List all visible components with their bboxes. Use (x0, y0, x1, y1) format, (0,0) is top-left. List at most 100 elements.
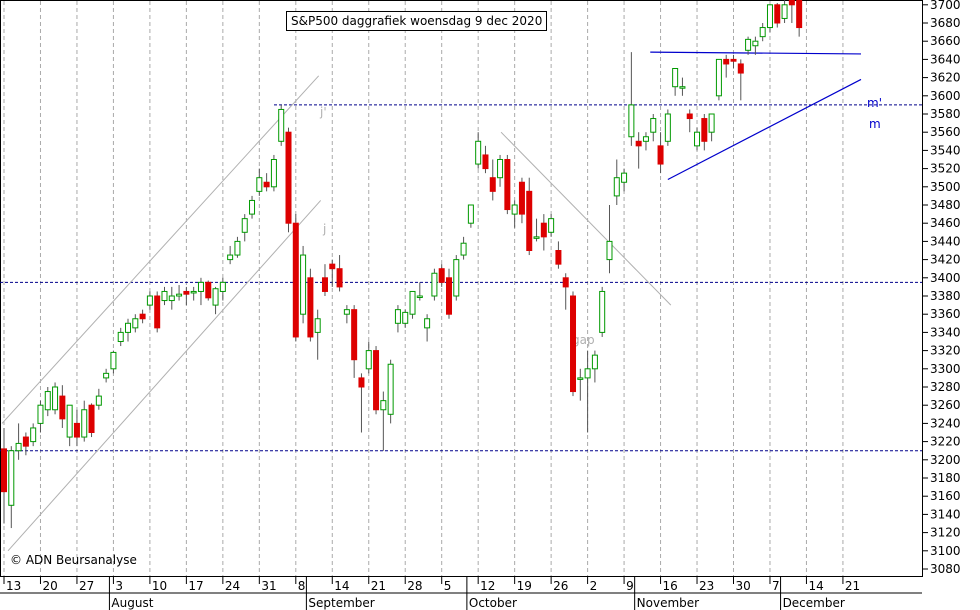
candle-body (307, 277, 314, 338)
candle-body (88, 404, 95, 434)
y-tick-label: 3620 (930, 71, 961, 85)
x-tick-label: 17 (188, 579, 203, 593)
candle-body (708, 113, 715, 133)
candle-body (343, 309, 350, 315)
candle-body (766, 4, 773, 29)
candle-body (445, 277, 452, 315)
candle-body (59, 395, 66, 420)
x-tick-label: 9 (626, 579, 634, 593)
y-tick-label: 3160 (930, 489, 961, 503)
candle-body (394, 309, 401, 324)
candle-body (438, 268, 445, 283)
y-tick-label: 3640 (930, 52, 961, 66)
candle-body (380, 400, 387, 411)
candle-body (234, 240, 241, 256)
candle-body (373, 350, 380, 411)
candle-body (664, 113, 671, 142)
candle-body (329, 263, 336, 270)
y-tick-label: 3660 (930, 34, 961, 48)
x-tick-label: 21 (845, 579, 860, 593)
candle-body (577, 377, 584, 380)
candle-body (526, 190, 533, 252)
annotation-j-prime: j' (319, 105, 327, 119)
candle-body (555, 250, 562, 265)
annotation-m-prime: m' (867, 96, 882, 110)
candle-body (628, 104, 635, 138)
candle-body (745, 38, 752, 51)
y-tick-label: 3560 (930, 125, 961, 139)
candle-body (30, 427, 37, 443)
candle-body (635, 140, 642, 147)
y-tick-label: 3380 (930, 289, 961, 303)
channel-upper-line (1, 75, 320, 424)
candle-body (774, 4, 781, 24)
candle-body (197, 281, 204, 292)
candle-body (759, 27, 766, 38)
candle-body (154, 295, 161, 329)
candle-body (613, 177, 620, 197)
support-line-m (667, 78, 862, 181)
x-tick-label: 10 (152, 579, 167, 593)
candle-body (694, 131, 701, 147)
candle-body (599, 290, 606, 333)
y-tick-label: 3360 (930, 307, 961, 321)
candle-body (37, 404, 44, 424)
plot-frame (0, 0, 923, 577)
candle-body (672, 68, 679, 88)
candle-body (81, 409, 88, 438)
candle-body (183, 290, 190, 295)
candle-body (679, 86, 686, 89)
x-tick-label: 30 (736, 579, 751, 593)
candle-body (562, 277, 569, 288)
y-tick-label: 3460 (930, 216, 961, 230)
y-tick-label: 3580 (930, 107, 961, 121)
candle-body (139, 313, 146, 320)
candle-body (657, 145, 664, 165)
candle-body (591, 354, 598, 370)
candle-body (117, 331, 124, 342)
candle-body (788, 0, 795, 6)
x-tick-label: 7 (772, 579, 780, 593)
candle-body (241, 218, 248, 233)
month-label: December (783, 596, 845, 610)
candle-body (701, 118, 708, 142)
y-tick-label: 3340 (930, 325, 961, 339)
candle-body (475, 140, 482, 165)
candle-body (402, 311, 409, 324)
candle-body (285, 131, 292, 224)
x-tick-label: 26 (553, 579, 568, 593)
candle-body (146, 295, 153, 306)
y-tick-label: 3120 (930, 526, 961, 540)
candle-body (781, 4, 788, 19)
y-tick-label: 3500 (930, 180, 961, 194)
candle-body (292, 222, 299, 338)
candle-body (8, 450, 15, 506)
candle-body (270, 159, 277, 188)
y-tick-label: 3260 (930, 398, 961, 412)
x-tick-label: 19 (517, 579, 532, 593)
x-tick-label: 3 (115, 579, 123, 593)
x-tick-label: 28 (407, 579, 422, 593)
candle-body (511, 204, 518, 215)
candle-body (212, 288, 219, 306)
candle-body (482, 154, 489, 170)
x-tick-label: 24 (225, 579, 240, 593)
x-tick-label: 2 (590, 579, 598, 593)
y-tick-label: 3180 (930, 471, 961, 485)
annotation-j: j (322, 222, 326, 236)
candle-body (256, 177, 263, 192)
candle-body (533, 236, 540, 239)
candle-body (263, 181, 270, 188)
y-tick-label: 3400 (930, 271, 961, 285)
month-label: October (469, 596, 517, 610)
x-tick-label: 31 (261, 579, 276, 593)
copyright-label: © ADN Beursanalyse (10, 553, 137, 567)
x-tick-label: 13 (6, 579, 21, 593)
month-label: September (308, 596, 374, 610)
candle-body (606, 240, 613, 261)
x-tick-label: 16 (663, 579, 678, 593)
candle-body (460, 242, 467, 256)
candle-body (416, 295, 423, 298)
candle-body (467, 204, 474, 224)
y-tick-label: 3520 (930, 162, 961, 176)
